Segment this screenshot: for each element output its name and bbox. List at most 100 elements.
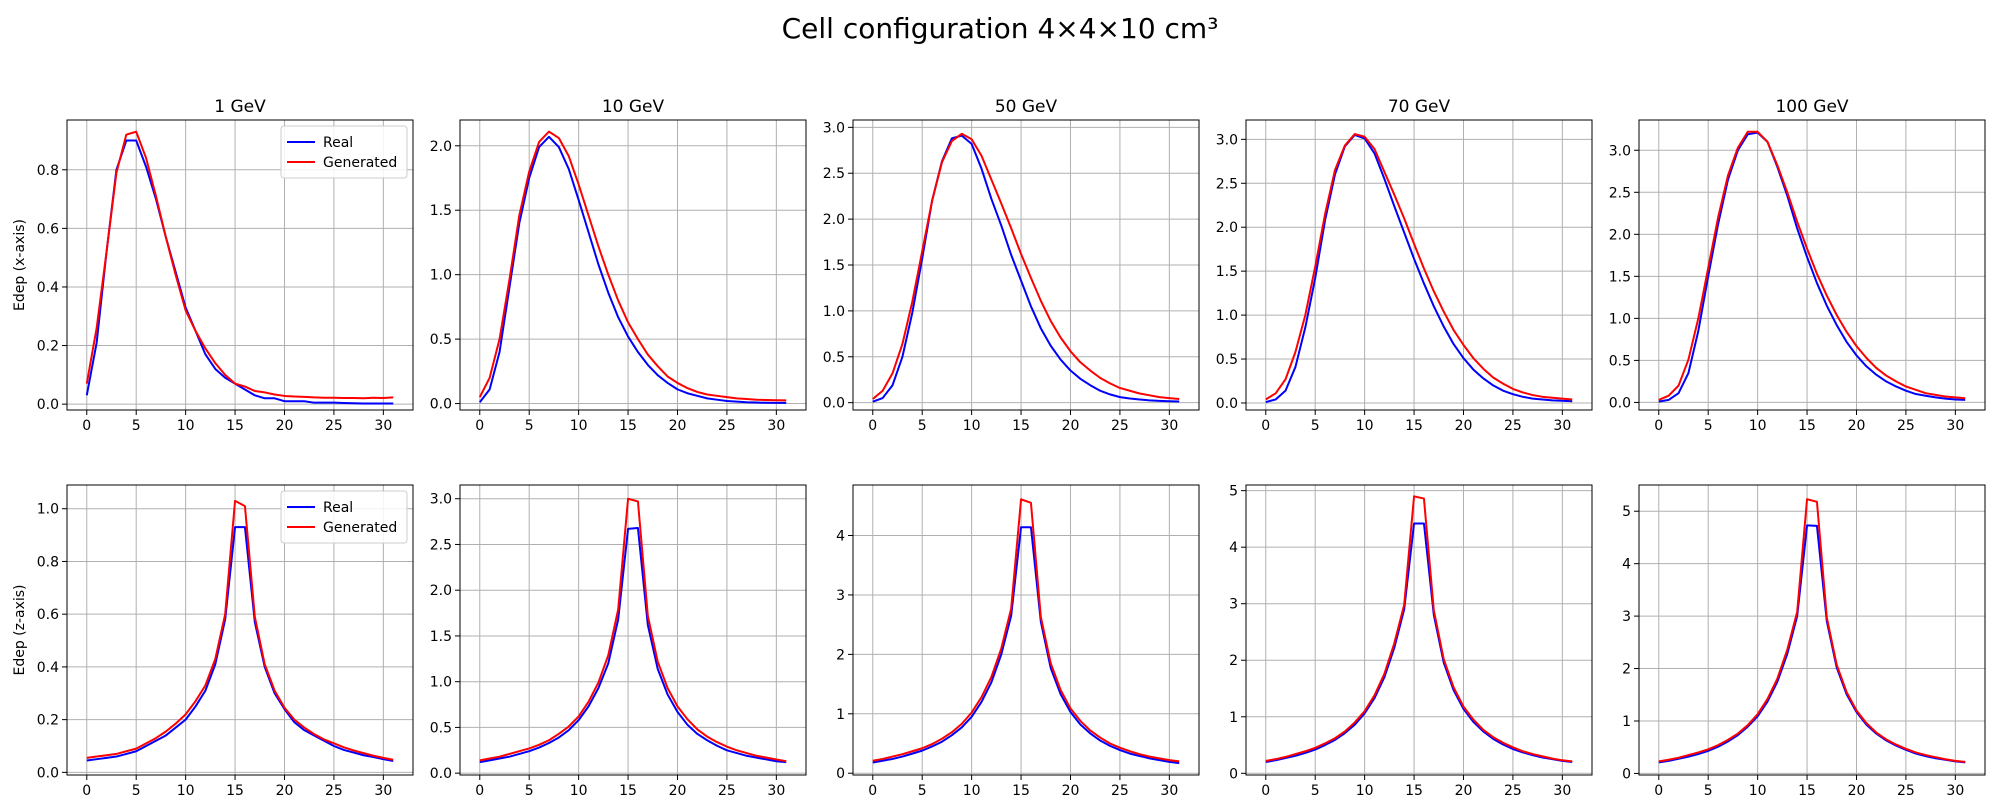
y-tick-label: 2.0: [1609, 227, 1631, 243]
series-line-real: [478, 135, 787, 404]
series-line-real: [479, 527, 787, 764]
x-tick-label: 5: [1311, 783, 1320, 799]
y-tick-label: 5: [1229, 484, 1238, 500]
x-tick-label: 30: [1946, 418, 1964, 434]
x-tick-label: 15: [619, 418, 637, 434]
y-tick-label: 0.5: [1609, 353, 1631, 369]
x-tick-label: 5: [918, 783, 927, 799]
x-tick-label: 30: [1553, 783, 1571, 799]
series-line-generated: [1265, 133, 1573, 401]
y-tick-label: 0.0: [37, 397, 59, 413]
panel-r0-c4-background: [1639, 120, 1985, 410]
y-tick-label: 0.2: [37, 713, 59, 729]
x-tick-label: 25: [1504, 418, 1522, 434]
y-tick-label: 1.0: [1609, 311, 1631, 327]
panel-r0-c1: 0 5 10 15 20 25 30 0.0 0.5 1.0 1.5 2.0 10 GeV: [430, 97, 807, 434]
series-line-real: [872, 134, 1180, 403]
y-tick-label: 2.0: [823, 212, 845, 228]
x-tick-label: 25: [325, 783, 343, 799]
x-tick-label: 30: [767, 418, 785, 434]
y-tick-label: 1: [1229, 710, 1238, 726]
x-tick-label: 0: [868, 783, 877, 799]
y-tick-label: 5: [1622, 504, 1631, 520]
x-tick-label: 25: [1897, 418, 1915, 434]
y-tick-label: 3: [1229, 597, 1238, 613]
x-tick-label: 10: [1749, 783, 1767, 799]
y-tick-label: 0.6: [37, 221, 59, 237]
panel-title: 100 GeV: [1775, 97, 1848, 117]
x-tick-label: 15: [1798, 418, 1816, 434]
series-line-generated: [86, 499, 394, 761]
y-tick-label: 1.5: [823, 258, 845, 274]
x-tick-label: 30: [1946, 783, 1964, 799]
panel-r1-c3-background: [1246, 485, 1592, 775]
x-tick-label: 15: [1405, 783, 1423, 799]
y-tick-label: 3: [1622, 609, 1631, 625]
series-line-generated: [85, 130, 394, 400]
y-tick-label: 0.0: [37, 765, 59, 781]
y-tick-label: 0.0: [430, 766, 452, 782]
x-tick-label: 10: [1356, 783, 1374, 799]
panel-r1-c3-frame: [1245, 484, 1593, 776]
x-tick-label: 15: [226, 783, 244, 799]
y-tick-label: 4: [1229, 540, 1238, 556]
panel-r0-c1-frame: [459, 119, 807, 411]
legend-label-real: Real: [323, 500, 353, 516]
panel-r1-c4: 051015202530012345Coordinate: [1622, 484, 1986, 799]
x-tick-label: 20: [669, 783, 687, 799]
y-tick-label: 2: [836, 647, 845, 663]
x-tick-label: 0: [82, 783, 91, 799]
x-tick-label: 0: [82, 418, 91, 434]
x-tick-label: 10: [570, 783, 588, 799]
x-tick-label: 25: [325, 418, 343, 434]
y-tick-label: 2: [1229, 653, 1238, 669]
x-tick-label: 5: [132, 783, 141, 799]
y-tick-label: 0.2: [37, 339, 59, 355]
x-tick-label: 20: [669, 418, 687, 434]
x-tick-label: 15: [619, 783, 637, 799]
y-tick-label: 0.0: [823, 396, 845, 412]
y-tick-label: 1.5: [1609, 269, 1631, 285]
series-line-real: [872, 526, 1180, 765]
panel-r0-c3-frame: [1245, 119, 1593, 411]
x-tick-label: 0: [1654, 418, 1663, 434]
panel-title: 1 GeV: [214, 97, 266, 117]
legend-label-generated: Generated: [323, 155, 397, 171]
x-tick-label: 5: [1704, 783, 1713, 799]
panel-r0-c0-frame: [66, 119, 414, 411]
panel-r0-c4: 0 5 10 15 20 25 30 0.0 0.5 1.0 1.5 2.0 2.5 3.0 100 GeV: [1609, 97, 1986, 434]
panel-r0-c3: 0 5 10 15 20 25 30 0.0 0.5 1.0 1.5 2.0 2.5 3.0 70 GeV: [1216, 97, 1593, 434]
y-tick-label: 2: [1622, 662, 1631, 678]
panel-r0-c2: 0 5 10 15 20 25 30 0.0 0.5 1.0 1.5 2.0 2.5 3.0 50 GeV: [823, 97, 1200, 434]
x-tick-label: 15: [1012, 783, 1030, 799]
y-tick-label: 0: [836, 766, 845, 782]
y-tick-label: 2.5: [430, 537, 452, 553]
figure-title: Cell configuration 4×4×10 cm³: [782, 12, 1219, 45]
y-tick-label: 1: [1622, 714, 1631, 730]
y-tick-label: 1.0: [37, 502, 59, 518]
x-tick-label: 25: [1111, 418, 1129, 434]
x-tick-label: 30: [374, 783, 392, 799]
x-tick-label: 20: [1455, 783, 1473, 799]
y-tick-label: 3.0: [1609, 143, 1631, 159]
panel-r1-c1-background: [460, 485, 806, 775]
panel-r1-c2-background: [853, 485, 1199, 775]
x-tick-label: 20: [1848, 783, 1866, 799]
y-tick-label: 0.5: [823, 350, 845, 366]
panel-r1-c0-frame: [66, 484, 414, 776]
series-line-generated: [479, 497, 787, 763]
y-tick-label: 1.0: [823, 304, 845, 320]
x-tick-label: 5: [918, 418, 927, 434]
y-tick-label: 1.5: [430, 203, 452, 219]
panel-r1-c3: 051015202530012345Coordinate: [1229, 484, 1593, 799]
x-tick-label: 15: [1012, 418, 1030, 434]
x-tick-label: 30: [374, 418, 392, 434]
y-tick-label: 1.0: [430, 675, 452, 691]
x-tick-label: 10: [177, 783, 195, 799]
y-tick-label: 0.0: [1609, 395, 1631, 411]
y-tick-label: 0.4: [37, 280, 59, 296]
x-tick-label: 0: [1654, 783, 1663, 799]
x-tick-label: 30: [1160, 783, 1178, 799]
